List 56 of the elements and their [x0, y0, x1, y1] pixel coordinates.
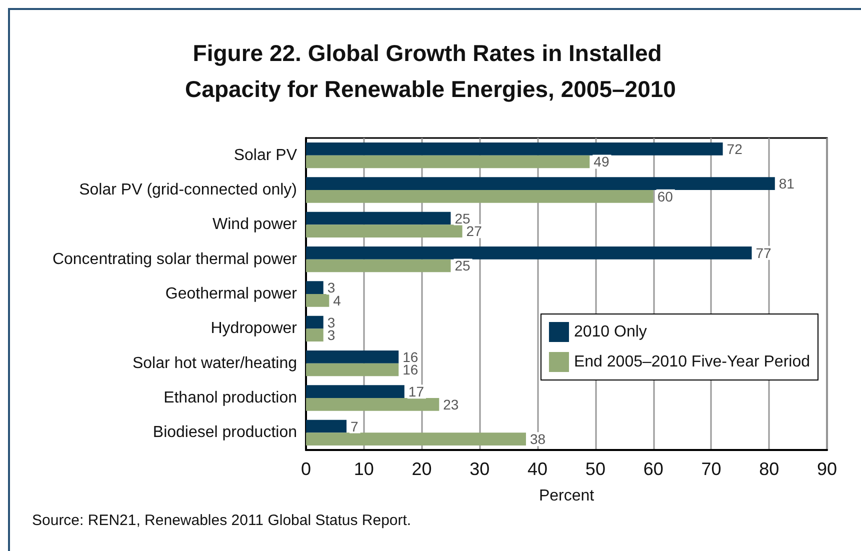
data-label: 72	[726, 140, 743, 157]
x-axis-title: Percent	[538, 488, 595, 504]
data-label: 77	[756, 244, 772, 261]
y-tick-label: Concentrating solar thermal power	[52, 250, 298, 268]
y-tick-label: Hydropower	[210, 320, 298, 338]
bar	[306, 281, 324, 294]
data-label: 3	[327, 280, 336, 296]
bar	[306, 398, 440, 411]
y-tick-label: Geothermal power	[165, 286, 298, 302]
bar	[306, 177, 775, 190]
chart-title: Figure 22. Global Growth Rates in Installed Capacity for Renewable Energies, 2005–2010	[185, 40, 676, 102]
x-tick-label: 40	[528, 459, 548, 479]
y-tick-label: Solar PV	[234, 146, 298, 164]
bar	[306, 246, 752, 260]
x-tick-label: 90	[816, 459, 838, 479]
data-label: 25	[454, 210, 471, 226]
bar	[306, 190, 654, 203]
y-tick-label: Ethanol production	[164, 390, 297, 406]
x-tick-label: 10	[354, 459, 374, 479]
data-label: 49	[594, 154, 610, 170]
bar	[306, 316, 324, 329]
x-tick-label: 80	[759, 459, 780, 479]
x-tick-label: 50	[585, 459, 606, 479]
bar	[306, 385, 404, 398]
data-label: 60	[657, 188, 674, 204]
bar	[306, 328, 324, 342]
bar	[306, 142, 723, 156]
y-tick-label: Biodiesel production	[152, 424, 297, 442]
data-label: 38	[530, 431, 546, 448]
y-tick-label: Solar hot water/heating	[132, 354, 297, 372]
y-tick-label: Wind power	[212, 216, 298, 234]
data-label: 25	[454, 258, 471, 274]
y-tick-label: Solar PV (grid-connected only)	[79, 182, 297, 198]
data-label: 4	[333, 292, 342, 308]
data-label: 23	[443, 396, 459, 412]
data-label: 27	[466, 223, 482, 240]
x-tick-label: 70	[701, 459, 722, 479]
x-tick-label: 30	[470, 459, 490, 479]
bar	[306, 212, 451, 225]
x-tick-label: 0	[300, 459, 312, 479]
x-tick-label: 20	[412, 459, 432, 479]
legend-label: 2010 Only	[574, 324, 647, 340]
bar	[306, 259, 451, 272]
legend-label: End 2005–2010 Five-Year Period	[574, 354, 810, 370]
data-label: 17	[408, 384, 424, 400]
bar	[306, 420, 347, 433]
bar	[306, 294, 330, 307]
bar	[306, 224, 462, 238]
data-label: 81	[778, 176, 795, 192]
bar	[306, 363, 399, 376]
data-label: 7	[350, 418, 359, 434]
bar	[306, 155, 590, 168]
bar	[306, 350, 399, 364]
bar	[306, 432, 526, 446]
x-tick-label: 60	[643, 459, 664, 479]
source-note: Source: REN21, Renewables 2011 Global Status Report.	[32, 512, 412, 529]
